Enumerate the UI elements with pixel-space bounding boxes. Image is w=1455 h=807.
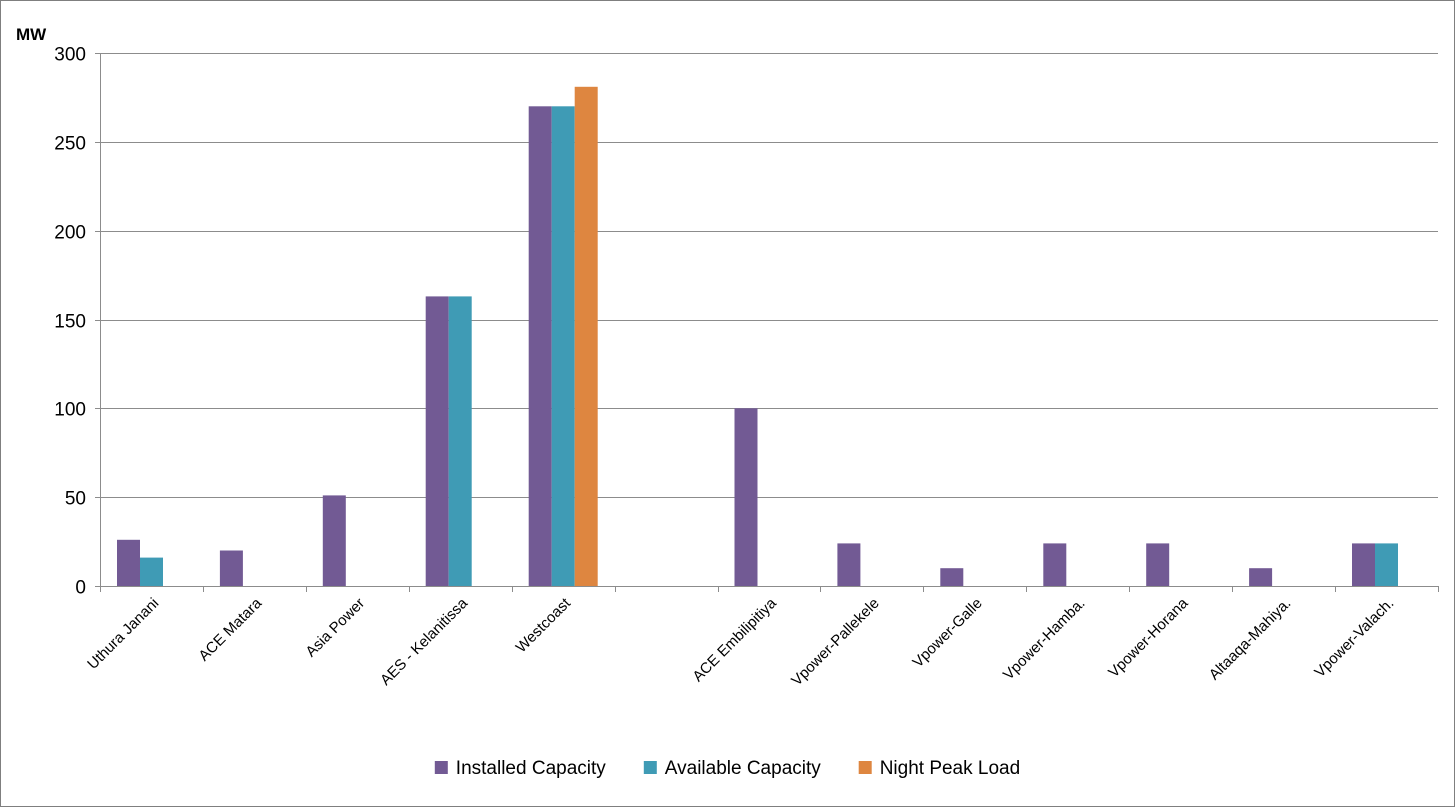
- bar: [528, 106, 552, 587]
- bar: [837, 543, 861, 586]
- y-tick-label: 0: [75, 578, 86, 599]
- bar: [322, 495, 346, 586]
- axes: [95, 53, 1439, 592]
- bar: [1375, 543, 1398, 586]
- bar: [425, 296, 449, 586]
- y-tick-label: 250: [54, 134, 86, 155]
- gridlines: [100, 53, 1438, 498]
- bars: [117, 86, 1398, 587]
- bar: [117, 539, 140, 586]
- bar: [1352, 543, 1375, 586]
- y-axis-unit-label: MW: [16, 25, 47, 44]
- bar: [1043, 543, 1067, 586]
- bar: [940, 568, 964, 586]
- y-tick-label: 300: [54, 45, 86, 66]
- legend-label: Night Peak Load: [880, 758, 1021, 779]
- y-tick-label: 50: [65, 489, 86, 510]
- y-tick-label: 100: [54, 400, 86, 421]
- legend-swatch: [434, 761, 448, 774]
- bar: [734, 408, 758, 586]
- bar: [140, 557, 163, 586]
- legend-swatch: [858, 761, 872, 774]
- bar: [1146, 543, 1170, 586]
- bar: [219, 550, 243, 586]
- bar: [1249, 568, 1273, 586]
- bar: [448, 296, 472, 586]
- bar: [574, 86, 598, 587]
- legend-swatch: [643, 761, 657, 774]
- legend-label: Installed Capacity: [456, 758, 606, 779]
- y-tick-label: 150: [54, 312, 86, 333]
- legend: Installed Capacity Available Capacity Nigh…: [434, 758, 1021, 779]
- y-tick-label: 200: [54, 223, 86, 244]
- bar: [551, 106, 575, 587]
- legend-label: Available Capacity: [665, 758, 821, 779]
